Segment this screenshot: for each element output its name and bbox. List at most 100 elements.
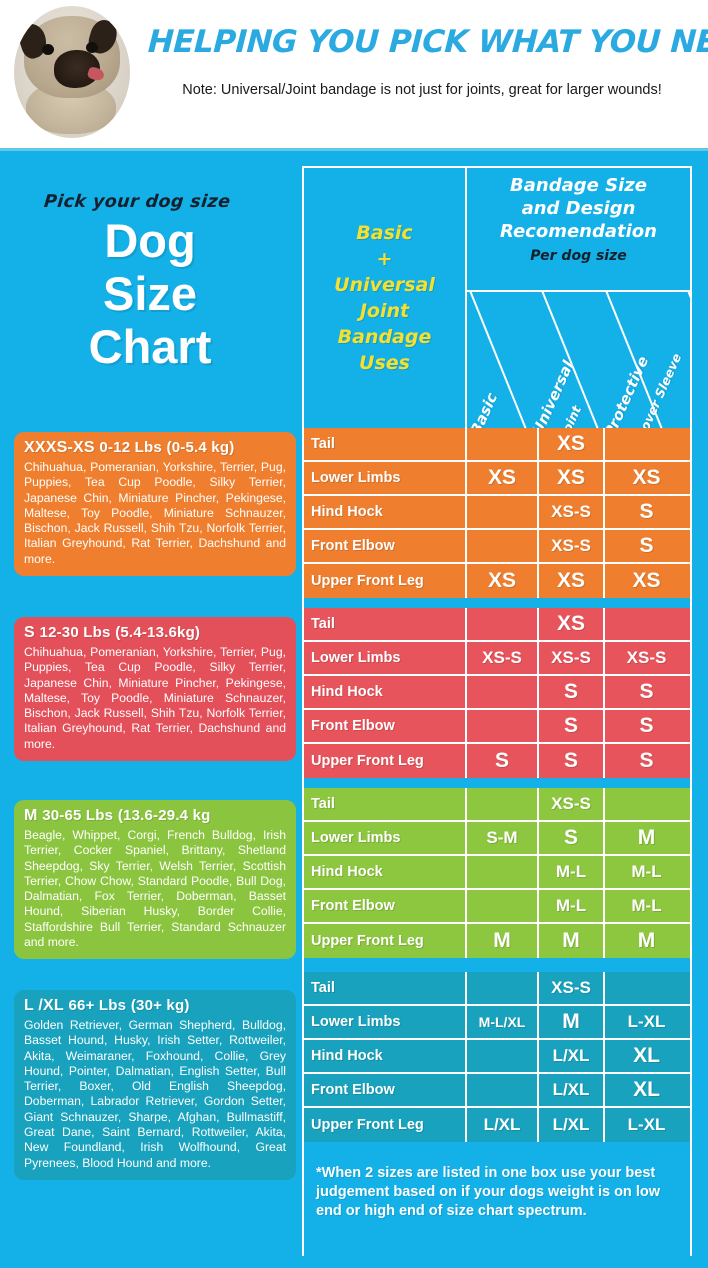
cell-universal: S bbox=[539, 822, 605, 854]
cell-universal: M bbox=[539, 924, 605, 958]
cell-protective: M-L bbox=[631, 896, 662, 915]
cell-protective: M bbox=[637, 826, 656, 849]
cell-protective: M-L bbox=[631, 862, 662, 881]
size-card-breeds: Chihuahua, Pomeranian, Yorkshire, Terrie… bbox=[24, 645, 286, 751]
row-label: Front Elbow bbox=[304, 890, 467, 922]
size-card-weight-lbs: 12-30 Lbs bbox=[39, 624, 111, 641]
cell-universal: L/XL bbox=[539, 1040, 605, 1072]
bandage-uses-header: Basic + Universal Joint Bandage Uses bbox=[304, 168, 467, 428]
pick-your-dog-size-label: Pick your dog size bbox=[42, 192, 232, 212]
recommendation-title: Bandage Size and Design Recomendation Pe… bbox=[467, 168, 690, 292]
table-group-m: Tail XS-S Lower Limbs S-M S M Hind Hock … bbox=[304, 788, 690, 958]
cell-protective: S bbox=[639, 714, 654, 737]
row-label: Upper Front Leg bbox=[304, 1108, 467, 1142]
cell-universal: XS-S bbox=[539, 642, 605, 674]
uses-line-3: Universal bbox=[334, 274, 435, 296]
cell-universal: XS-S bbox=[539, 788, 605, 820]
cell-universal: L/XL bbox=[539, 1074, 605, 1106]
size-card-breeds: Chihuahua, Pomeranian, Yorkshire, Terrie… bbox=[24, 460, 286, 566]
cell-protective bbox=[605, 608, 688, 640]
cell-basic bbox=[467, 788, 539, 820]
table-row: Lower Limbs M-L/XL M L-XL bbox=[304, 1006, 690, 1040]
table-row: Front Elbow S S bbox=[304, 710, 690, 744]
table-row: Hind Hock L/XL XL bbox=[304, 1040, 690, 1074]
table-row: Hind Hock M-L M-L bbox=[304, 856, 690, 890]
cell-basic: S-M bbox=[467, 822, 539, 854]
page-title-line-1: Dog bbox=[104, 214, 196, 267]
row-label: Tail bbox=[304, 428, 467, 460]
cell-protective: S bbox=[639, 500, 654, 523]
cell-protective: S bbox=[639, 680, 654, 703]
row-label: Upper Front Leg bbox=[304, 564, 467, 598]
table-row: Upper Front Leg XS XS XS bbox=[304, 564, 690, 598]
cell-basic bbox=[467, 1040, 539, 1072]
table-row: Hind Hock S S bbox=[304, 676, 690, 710]
size-card-size: M bbox=[24, 807, 38, 824]
size-card-size: XXXS-XS bbox=[24, 439, 95, 456]
uses-line-2: + bbox=[376, 248, 393, 270]
cell-universal: XS bbox=[539, 608, 605, 640]
table-group-l-xl: Tail XS-S Lower Limbs M-L/XL M L-XL Hind… bbox=[304, 972, 690, 1142]
table-row: Front Elbow XS-S S bbox=[304, 530, 690, 564]
cell-basic bbox=[467, 856, 539, 888]
row-label: Tail bbox=[304, 972, 467, 1004]
cell-universal: XS-S bbox=[539, 496, 605, 528]
table-header: Basic + Universal Joint Bandage Uses Ban… bbox=[304, 168, 690, 428]
row-label: Front Elbow bbox=[304, 710, 467, 742]
cell-basic bbox=[467, 890, 539, 922]
cell-universal: XS bbox=[539, 564, 605, 598]
size-card-m: M 30-65 Lbs (13.6-29.4 kg Beagle, Whippe… bbox=[14, 800, 296, 960]
page-title-line-2: Size bbox=[102, 267, 198, 320]
size-card-weight-kg: (0-5.4 kg) bbox=[166, 439, 235, 456]
cell-basic bbox=[467, 710, 539, 742]
cell-universal: M-L bbox=[539, 856, 605, 888]
reco-subtitle: Per dog size bbox=[530, 248, 627, 264]
table-row: Hind Hock XS-S S bbox=[304, 496, 690, 530]
uses-line-5: Bandage bbox=[337, 326, 432, 348]
table-row: Upper Front Leg S S S bbox=[304, 744, 690, 778]
size-card-breeds: Golden Retriever, German Shepherd, Bulld… bbox=[24, 1018, 286, 1170]
size-card-s: S 12-30 Lbs (5.4-13.6kg) Chihuahua, Pome… bbox=[14, 617, 296, 762]
cell-basic bbox=[467, 676, 539, 708]
size-card-xxxs-xs: XXXS-XS 0-12 Lbs (0-5.4 kg) Chihuahua, P… bbox=[14, 432, 296, 577]
cell-protective bbox=[605, 788, 688, 820]
table-row: Upper Front Leg L/XL L/XL L-XL bbox=[304, 1108, 690, 1142]
row-label: Tail bbox=[304, 788, 467, 820]
size-card-heading: XXXS-XS 0-12 Lbs (0-5.4 kg) bbox=[24, 439, 286, 457]
row-label: Lower Limbs bbox=[304, 822, 467, 854]
cell-protective: L-XL bbox=[627, 1012, 666, 1031]
cell-protective: XS bbox=[632, 466, 661, 489]
footnote: *When 2 sizes are listed in one box use … bbox=[304, 1152, 690, 1256]
reco-line-2: and Design bbox=[521, 198, 636, 219]
cell-basic: XS-S bbox=[467, 642, 539, 674]
column-header-joint: Joint bbox=[557, 403, 585, 428]
row-label: Hind Hock bbox=[304, 1040, 467, 1072]
group-separator bbox=[304, 780, 690, 788]
size-card-weight-kg: (5.4-13.6kg) bbox=[115, 624, 201, 641]
row-label: Lower Limbs bbox=[304, 642, 467, 674]
group-separator bbox=[304, 1144, 690, 1152]
row-label: Lower Limbs bbox=[304, 462, 467, 494]
table-row: Lower Limbs XS-S XS-S XS-S bbox=[304, 642, 690, 676]
cell-protective: L-XL bbox=[627, 1115, 666, 1134]
size-card-weight-lbs: 0-12 Lbs bbox=[99, 439, 162, 456]
cell-universal: M-L bbox=[539, 890, 605, 922]
cell-basic bbox=[467, 496, 539, 528]
pug-eye-left bbox=[42, 44, 54, 55]
group-separator bbox=[304, 600, 690, 608]
uses-line-6: Uses bbox=[359, 352, 410, 374]
cell-basic: L/XL bbox=[467, 1108, 539, 1142]
header-divider bbox=[0, 148, 708, 151]
size-card-heading: L /XL 66+ Lbs (30+ kg) bbox=[24, 997, 286, 1015]
cell-universal: S bbox=[539, 744, 605, 778]
size-card-weight-lbs: 66+ Lbs bbox=[68, 997, 127, 1014]
cell-protective: M bbox=[637, 929, 656, 952]
cell-universal: XS bbox=[539, 462, 605, 494]
header-note: Note: Universal/Joint bandage is not jus… bbox=[182, 82, 662, 98]
row-label: Hind Hock bbox=[304, 496, 467, 528]
uses-line-4: Joint bbox=[359, 300, 410, 322]
table-row: Front Elbow L/XL XL bbox=[304, 1074, 690, 1108]
cell-protective: XL bbox=[633, 1078, 660, 1101]
table-row: Tail XS bbox=[304, 608, 690, 642]
table-row: Tail XS-S bbox=[304, 788, 690, 822]
